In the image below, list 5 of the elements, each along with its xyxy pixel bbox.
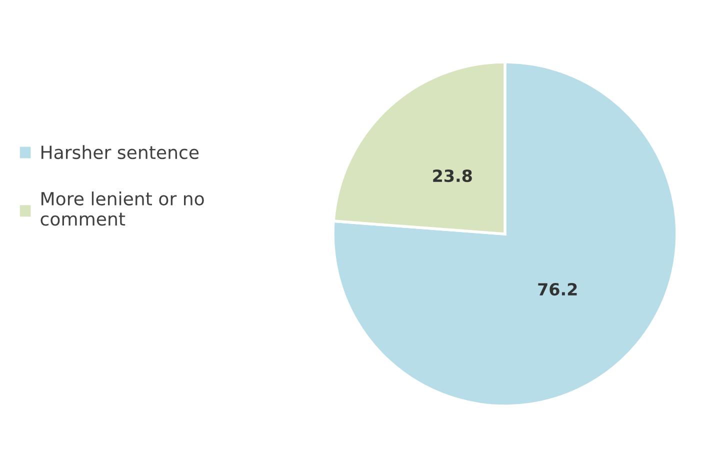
legend-label: Harsher sentence <box>42 145 199 160</box>
legend-label: More lenient or no comment <box>40 192 204 226</box>
data-label: 23.8 <box>433 169 472 182</box>
data-label: 76.2 <box>538 282 577 296</box>
pie-slice <box>332 60 678 408</box>
